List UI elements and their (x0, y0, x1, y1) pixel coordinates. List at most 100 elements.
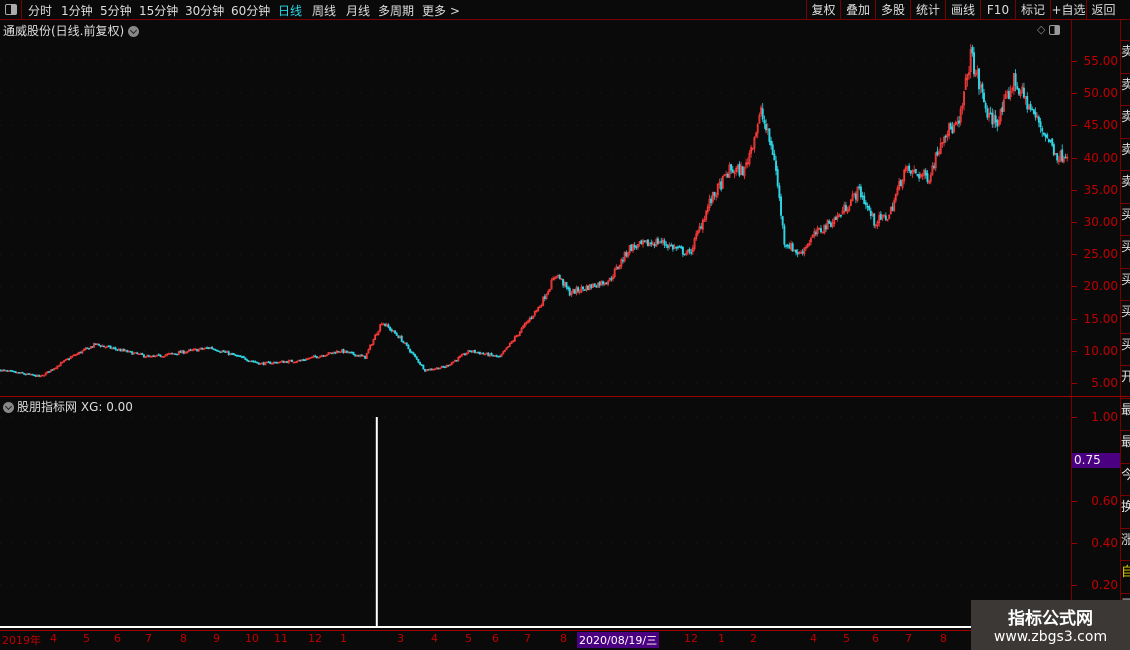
candle-body (640, 240, 643, 244)
candle-body (54, 367, 57, 370)
candle-body (785, 245, 787, 247)
candle-body (507, 346, 510, 348)
layout-toggle-button[interactable] (0, 0, 22, 20)
date-tick-label: 5 (843, 632, 850, 645)
toolbar-button[interactable]: F10 (980, 0, 1015, 20)
candle-body (211, 346, 214, 349)
pane-divider[interactable] (0, 396, 1130, 397)
candle-body (971, 46, 974, 54)
candle-body (607, 281, 609, 285)
candle-body (973, 52, 975, 75)
price-tick-label: 15.00 (1083, 311, 1118, 326)
period-tab[interactable]: 60分钟 (231, 4, 271, 18)
period-tab[interactable]: 15分钟 (139, 4, 179, 18)
candle-body (676, 246, 679, 249)
candle-body (608, 277, 611, 282)
candle-body (169, 352, 172, 355)
candle-body (989, 112, 992, 115)
candle-body (685, 252, 688, 255)
indicator-readout: XG: 0.00 (80, 400, 133, 414)
candle-body (392, 330, 395, 332)
candle-body (908, 165, 911, 171)
date-tick-label: 7 (145, 632, 152, 645)
candle-body (1064, 156, 1067, 159)
indicator-tick-label: 0.60 (1091, 494, 1118, 508)
period-tab[interactable]: 多周期 (378, 4, 415, 18)
panel-icon[interactable] (1048, 25, 1060, 35)
candle-body (139, 353, 142, 355)
diamond-icon[interactable]: ◇ (1037, 23, 1046, 36)
indicator-title[interactable]: 股朋指标网 XG: 0.00 (3, 398, 133, 415)
candle-body (863, 195, 866, 204)
period-tab[interactable]: 日线 (278, 4, 303, 18)
candle-body (751, 147, 754, 150)
toolbar-button[interactable]: 多股 (875, 0, 910, 20)
toolbar-button[interactable]: 复权 (806, 0, 840, 20)
toolbar-button[interactable]: 标记 (1015, 0, 1050, 20)
candle-body (876, 222, 879, 227)
side-strip-label: 最 (1121, 430, 1130, 450)
chevron-down-icon[interactable] (128, 26, 140, 37)
candle-body (815, 232, 817, 235)
candle-body (390, 329, 393, 332)
candle-body (936, 151, 939, 156)
candle-body (520, 328, 523, 333)
candle-body (31, 373, 34, 376)
candle-body (487, 352, 490, 357)
candle-body (64, 359, 67, 361)
candle-body (88, 347, 90, 350)
period-tab[interactable]: 更多 > (422, 4, 460, 18)
candle-body (573, 289, 576, 294)
candle-body (688, 249, 691, 252)
candle-body (181, 350, 184, 354)
candle-body (911, 170, 914, 175)
chevron-down-icon[interactable] (3, 402, 14, 413)
stock-title[interactable]: 通威股份(日线.前复权) (3, 22, 140, 39)
candle-body (884, 215, 887, 220)
candle-body (217, 350, 220, 353)
candle-body (136, 352, 139, 355)
toolbar-button[interactable]: 画线 (945, 0, 980, 20)
period-tab[interactable]: 5分钟 (100, 4, 132, 18)
candle-body (227, 351, 230, 355)
candle-body (132, 352, 135, 355)
candle-body (891, 206, 894, 211)
period-tab[interactable]: 30分钟 (185, 4, 225, 18)
period-tab[interactable]: 周线 (312, 4, 337, 18)
candle-body (735, 168, 738, 172)
candle-body (698, 226, 701, 232)
candle-body (281, 360, 283, 363)
candle-body (409, 348, 412, 353)
candle-body (595, 285, 598, 288)
candle-body (738, 163, 741, 176)
candle-body (768, 128, 771, 142)
candle-body (655, 239, 658, 247)
candle-body (49, 369, 52, 373)
candle-body (334, 352, 337, 354)
candle-body (172, 353, 175, 355)
candle-body (641, 240, 644, 245)
period-tab[interactable]: 月线 (346, 4, 371, 18)
candle-body (1014, 73, 1017, 86)
candle-body (53, 368, 56, 371)
candle-body (1036, 116, 1039, 118)
candle-body (261, 362, 263, 365)
toolbar-button[interactable]: 返回 (1086, 0, 1120, 20)
candle-body (585, 285, 588, 291)
watermark: 指标公式网 www.zbgs3.com (971, 600, 1130, 650)
period-tab[interactable]: 分时 (28, 4, 53, 18)
toolbar-button[interactable]: 统计 (910, 0, 945, 20)
candle-body (439, 367, 441, 370)
candle-body (380, 323, 383, 326)
candle-body (262, 362, 265, 365)
period-tab[interactable]: 1分钟 (61, 4, 93, 18)
toolbar-button[interactable]: +自选 (1050, 0, 1086, 20)
candle-body (267, 361, 270, 364)
toolbar-button[interactable]: 叠加 (840, 0, 875, 20)
candle-body (994, 115, 997, 123)
side-strip-label: 今 (1121, 462, 1130, 483)
candle-body (81, 350, 84, 354)
candle-body (904, 167, 907, 171)
candle-body (429, 368, 431, 371)
